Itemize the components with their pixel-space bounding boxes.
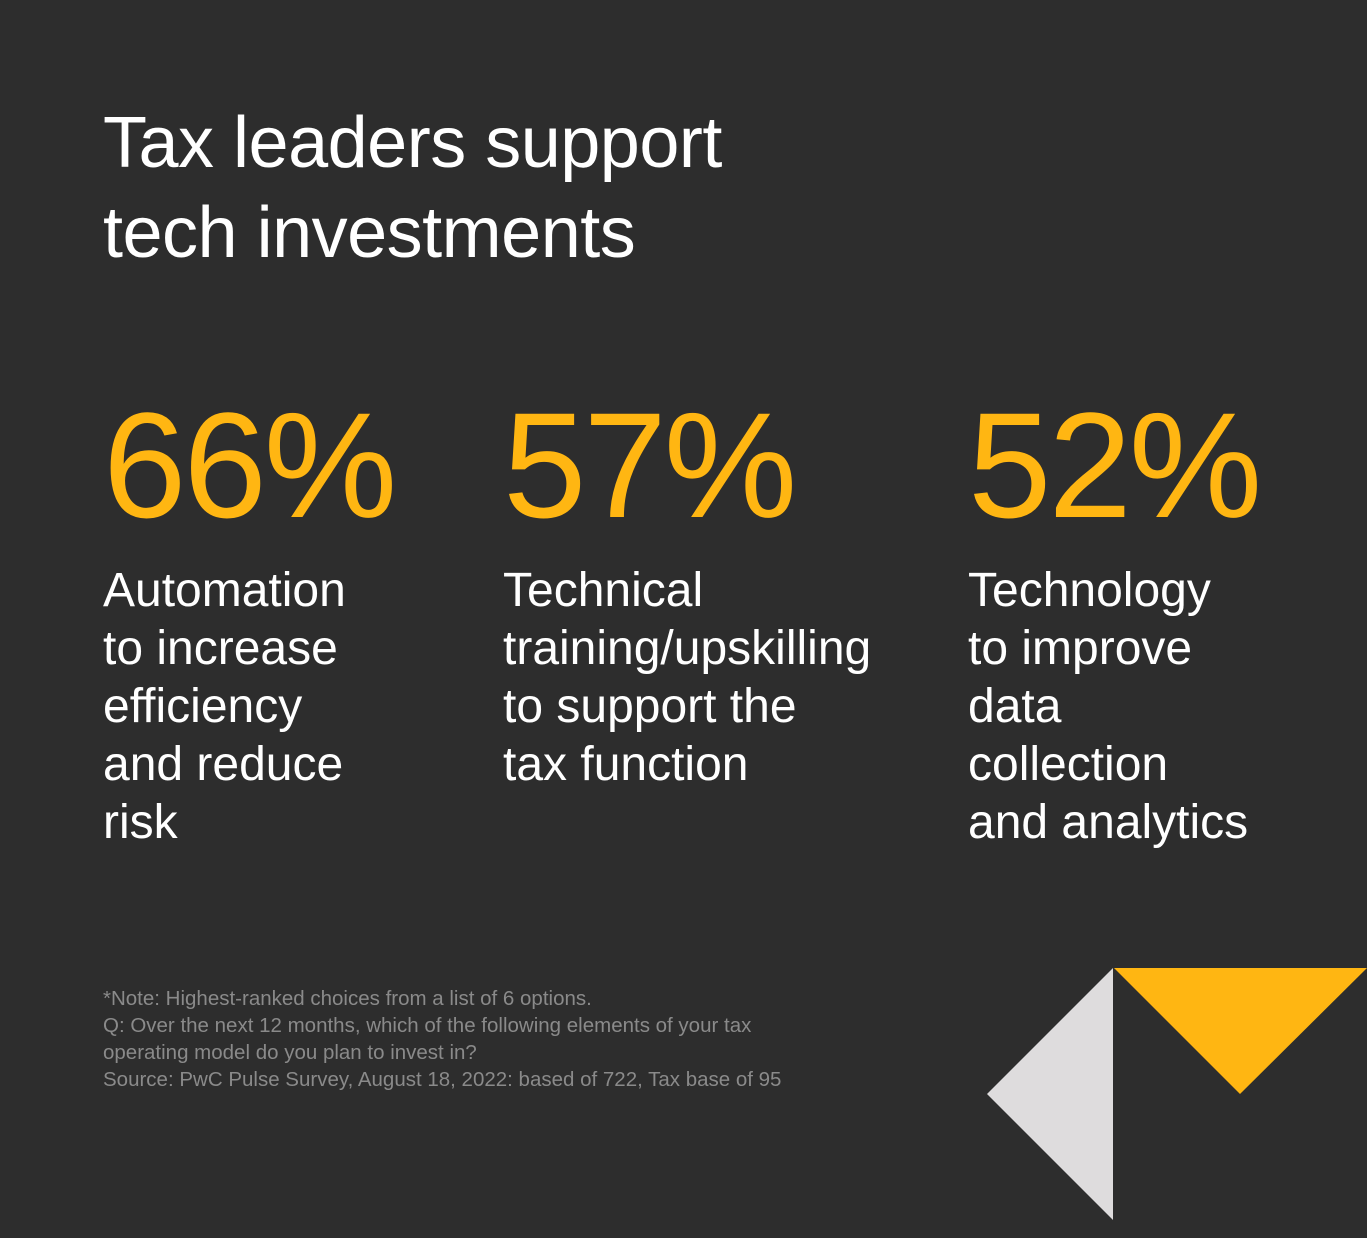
desc-line: to support the (503, 680, 797, 733)
desc-line: Technical (503, 564, 704, 617)
stat-value: 57% (503, 381, 797, 549)
yellow-triangle-shape (1114, 968, 1367, 1094)
desc-line: to improve (968, 622, 1193, 675)
note-line: *Note: Highest-ranked choices from a lis… (103, 987, 592, 1010)
desc-line: collection (968, 738, 1169, 791)
grey-triangle-shape (987, 968, 1113, 1220)
note-line: operating model do you plan to invest in… (103, 1041, 477, 1064)
desc-line: tax function (503, 738, 749, 791)
note-line: Q: Over the next 12 months, which of the… (103, 1014, 752, 1037)
stat-description: Technology to improve data collection an… (968, 562, 1259, 852)
desc-line: training/upskilling (503, 622, 872, 675)
title-line: tech investments (103, 193, 636, 273)
desc-line: to increase (103, 622, 338, 675)
footnotes: *Note: Highest-ranked choices from a lis… (103, 985, 781, 1093)
stat-technology: 52% Technology to improve data collectio… (968, 380, 1262, 852)
desc-line: data (968, 680, 1062, 733)
desc-line: risk (103, 796, 178, 849)
note-line: Source: PwC Pulse Survey, August 18, 202… (103, 1068, 782, 1091)
desc-line: and reduce (103, 738, 344, 791)
desc-line: Automation (103, 564, 346, 617)
stat-training: 57% Technical training/upskilling to sup… (503, 380, 871, 794)
desc-line: and analytics (968, 796, 1249, 849)
stat-description: Technical training/upskilling to support… (503, 562, 871, 794)
desc-line: efficiency (103, 680, 303, 733)
stat-value: 66% (103, 381, 397, 549)
stat-description: Automation to increase efficiency and re… (103, 562, 394, 852)
desc-line: Technology (968, 564, 1211, 617)
page-title: Tax leaders support tech investments (103, 98, 722, 278)
stat-value: 52% (968, 381, 1262, 549)
stat-automation: 66% Automation to increase efficiency an… (103, 380, 397, 852)
title-line: Tax leaders support (103, 103, 722, 183)
